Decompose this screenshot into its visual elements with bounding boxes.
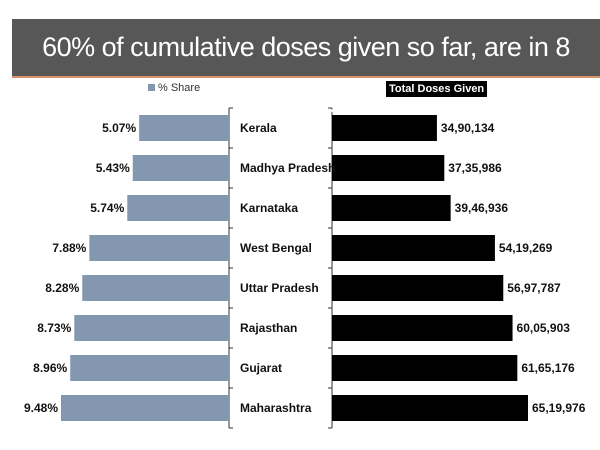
state-label: West Bengal [240, 241, 312, 255]
doses-label: 39,46,936 [455, 201, 509, 215]
doses-bar [332, 315, 513, 341]
share-label: 5.74% [90, 201, 124, 215]
state-label: Gujarat [240, 361, 282, 375]
doses-bar [332, 195, 451, 221]
legend-swatch [148, 84, 155, 91]
state-label: Kerala [240, 121, 277, 135]
doses-bar [332, 395, 528, 421]
share-bar [139, 115, 229, 141]
share-label: 8.96% [33, 361, 67, 375]
share-label: 5.43% [96, 161, 130, 175]
share-bar [82, 275, 229, 301]
state-label: Karnataka [240, 201, 298, 215]
doses-bar [332, 275, 504, 301]
doses-label: 54,19,269 [499, 241, 553, 255]
doses-label: 65,19,976 [532, 401, 586, 415]
share-bar [74, 315, 229, 341]
legend-share: % Share [148, 82, 200, 94]
doses-label: 37,35,986 [448, 161, 502, 175]
state-label: Madhya Pradesh [240, 161, 335, 175]
legend-share-label: % Share [158, 82, 201, 94]
chart-title: 60% of cumulative doses given so far, ar… [12, 19, 600, 119]
legend-doses: Total Doses Given [386, 81, 488, 97]
share-label: 9.48% [24, 401, 58, 415]
share-label: 8.73% [37, 321, 71, 335]
share-bar [70, 355, 230, 381]
state-label: Uttar Pradesh [240, 281, 319, 295]
state-label: Maharashtra [240, 401, 312, 415]
share-label: 5.07% [102, 121, 136, 135]
doses-bar [332, 115, 437, 141]
doses-bar [332, 235, 495, 261]
share-bar [89, 235, 229, 261]
doses-label: 60,05,903 [517, 321, 571, 335]
share-bar [127, 195, 229, 221]
doses-label: 56,97,787 [507, 281, 561, 295]
share-label: 7.88% [52, 241, 86, 255]
state-label: Rajasthan [240, 321, 297, 335]
doses-bar [332, 355, 518, 381]
doses-label: 61,65,176 [521, 361, 575, 375]
share-label: 8.28% [45, 281, 79, 295]
share-bar [132, 155, 229, 181]
share-bar [61, 395, 229, 421]
doses-bar [332, 155, 445, 181]
doses-label: 34,90,134 [441, 121, 495, 135]
